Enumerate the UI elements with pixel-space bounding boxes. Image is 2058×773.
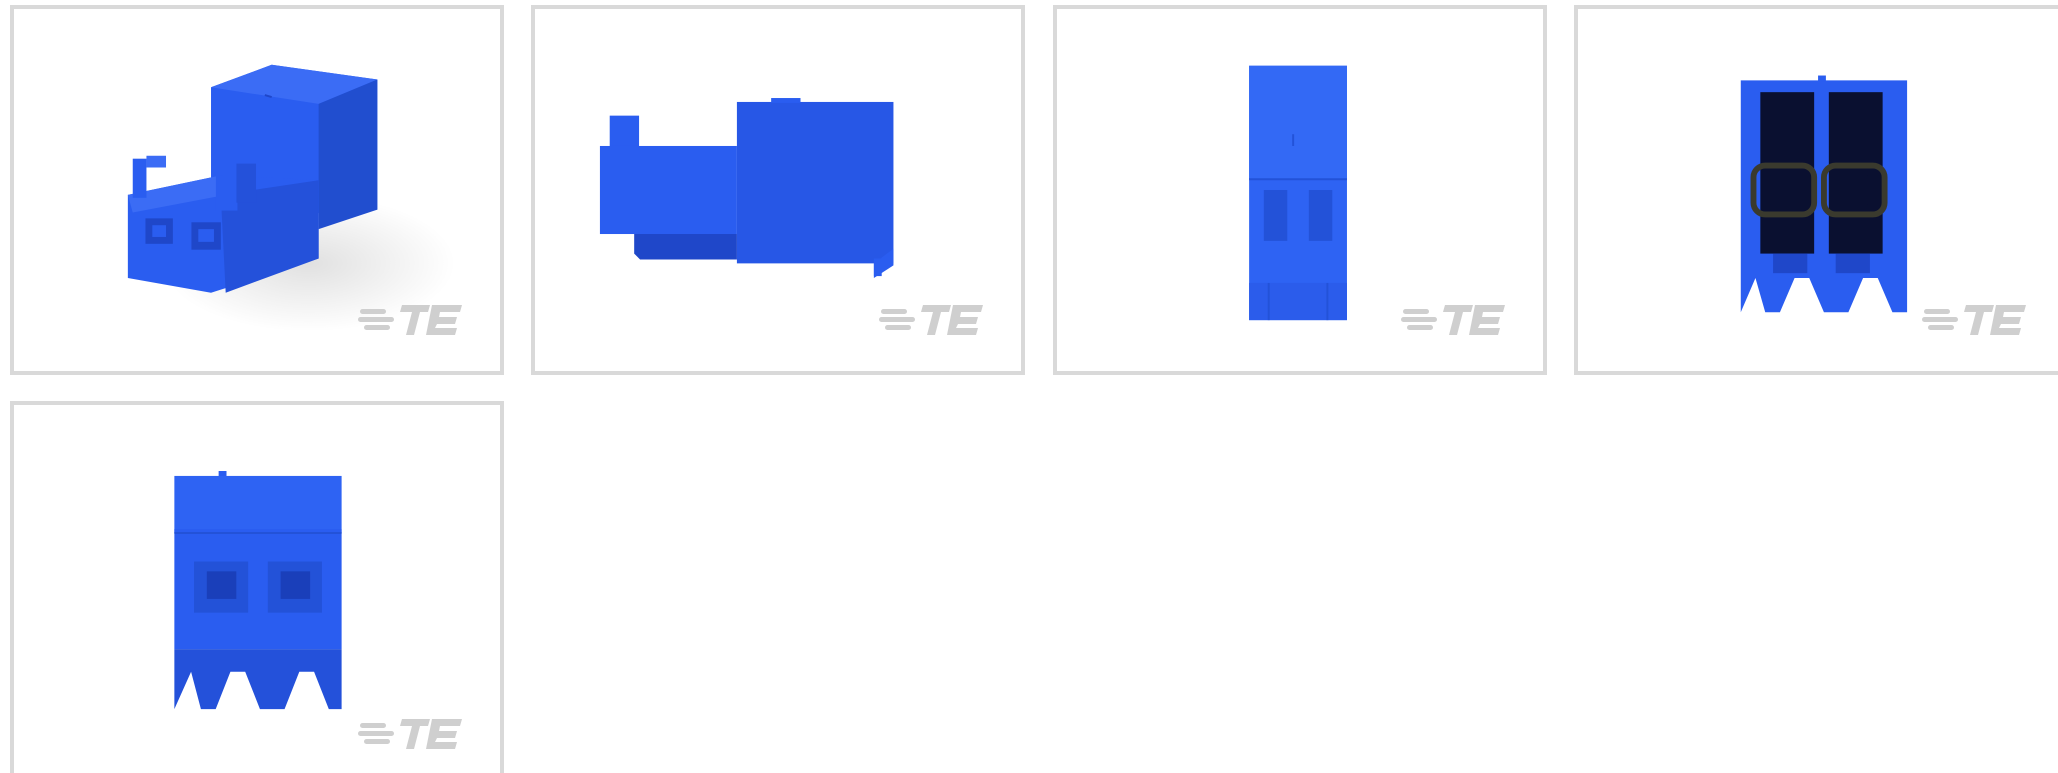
te-logo	[1922, 305, 2026, 335]
connector-front-image	[174, 471, 342, 710]
te-logo	[358, 305, 462, 335]
product-thumbnail-front[interactable]	[10, 401, 504, 773]
product-thumbnail-top[interactable]	[1053, 5, 1547, 375]
connector-side-image	[599, 98, 894, 279]
connector-isometric-image	[127, 64, 456, 332]
connector-rear-image	[1740, 75, 1908, 313]
product-thumbnail-side[interactable]	[531, 5, 1025, 375]
connector-top-image	[1249, 65, 1347, 321]
te-logo	[358, 719, 462, 749]
product-thumbnail-isometric[interactable]	[10, 5, 504, 375]
te-logo	[879, 305, 983, 335]
product-thumbnail-rear[interactable]	[1574, 5, 2058, 375]
te-logo	[1401, 305, 1505, 335]
